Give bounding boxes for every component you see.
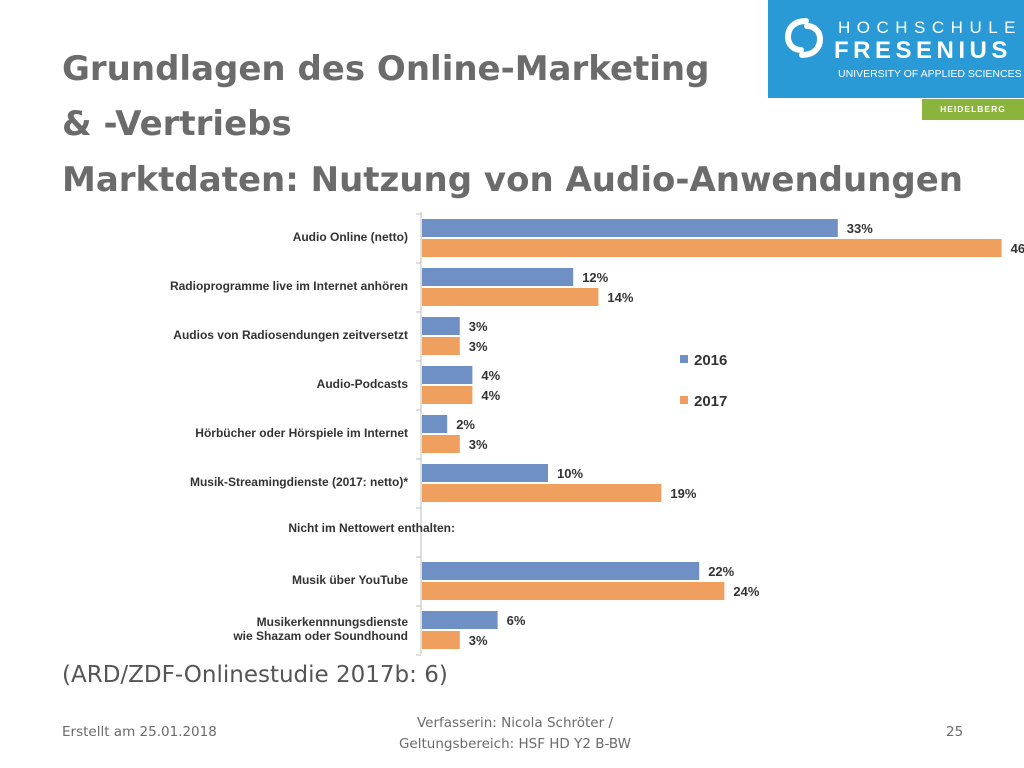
bar-2016 [422,268,574,286]
category-label: Nicht im Nettowert enthalten: [288,521,455,535]
data-label: 24% [733,584,759,599]
logo-top-text: HOCHSCHULE [838,18,1023,37]
data-label: 22% [708,564,734,579]
category-label: Hörbücher oder Hörspiele im Internet [195,426,408,440]
category-label: Audios von Radiosendungen zeitversetzt [173,328,408,342]
bar-2016 [422,464,548,482]
data-label: 19% [670,486,696,501]
bar-2016 [422,219,838,237]
footer-created: Erstellt am 25.01.2018 [62,724,217,740]
footer-author-line2: Geltungsbereich: HSF HD Y2 B-BW [398,736,632,752]
bar-2017 [422,484,662,502]
university-logo: HOCHSCHULE FRESENIUS UNIVERSITY OF APPLI… [768,0,1024,98]
data-label: 12% [582,270,608,285]
legend-swatch [680,396,688,404]
data-label: 3% [469,633,488,648]
bar-2017 [422,582,725,600]
bar-2017 [422,337,460,355]
logo-name-text: FRESENIUS [834,37,1012,64]
category-label: Musik-Streamingdienste (2017: netto)* [190,475,408,489]
footer-author-line1: Verfasserin: Nicola Schröter / [416,715,614,731]
bar-2017 [422,288,599,306]
legend-label: 2016 [694,352,727,369]
page-subtitle: Marktdaten: Nutzung von Audio-Anwendunge… [62,160,964,200]
data-label: 3% [469,437,488,452]
bar-2016 [422,562,700,580]
city-badge: HEIDELBERG [922,99,1024,120]
bar-2017 [422,435,460,453]
category-label: Musik über YouTube [292,573,408,587]
fresenius-logo-icon [784,18,824,58]
page-title-line2: & -Vertriebs [62,104,292,144]
category-label: Audio Online (netto) [293,230,408,244]
bar-2016 [422,611,498,629]
page-title: Grundlagen des Online-Marketing [62,49,710,89]
data-label: 6% [507,613,526,628]
data-label: 2% [456,417,475,432]
bar-2016 [422,317,460,335]
data-label: 3% [469,319,488,334]
bar-2017 [422,631,460,649]
footer-author: Verfasserin: Nicola Schröter / Geltungsb… [350,713,680,755]
bar-2016 [422,366,473,384]
data-label: 33% [847,221,873,236]
bar-2017 [422,386,473,404]
category-label: Audio-Podcasts [317,377,409,391]
data-label: 4% [481,368,500,383]
bar-2016 [422,415,448,433]
data-label: 4% [481,388,500,403]
source-citation: (ARD/ZDF-Onlinestudie 2017b: 6) [62,662,448,688]
data-label: 10% [557,466,583,481]
category-label: Radioprogramme live im Internet anhören [170,279,408,293]
data-label: 3% [469,339,488,354]
legend-label: 2017 [694,393,727,410]
data-label: 46% [1011,241,1024,256]
data-label: 14% [607,290,633,305]
legend-swatch [680,355,688,363]
logo-sub-text: UNIVERSITY OF APPLIED SCIENCES [838,68,1022,80]
category-label: Musikerkennnungsdienste wie Shazam oder S… [232,615,408,643]
bar-2017 [422,239,1002,257]
footer-page-number: 25 [946,724,964,740]
